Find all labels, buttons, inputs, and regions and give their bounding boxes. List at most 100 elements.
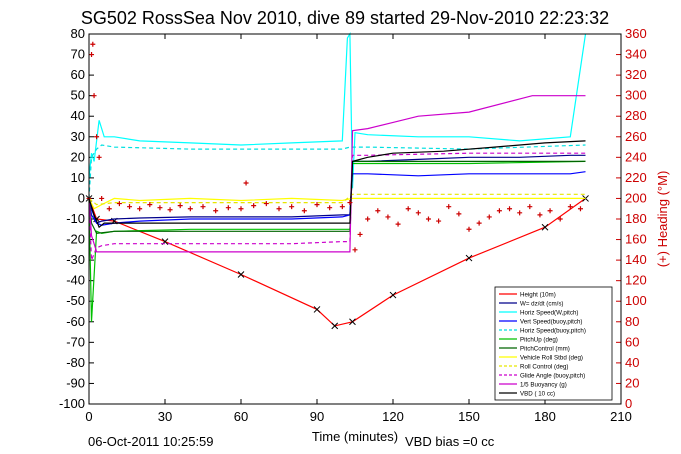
height-marker [541,223,549,231]
heading-point [157,205,163,211]
y-right-tick-label: 340 [625,47,647,62]
heading-point [365,216,371,222]
series-layer [85,31,589,330]
heading-point [466,226,472,232]
legend-label: VBD ( 10 cc) [520,391,555,398]
x-tick-label: 180 [534,409,556,424]
y-tick-label: -10 [66,211,85,226]
x-tick-label: 90 [310,409,324,424]
heading-point [200,204,206,210]
series-line-pitch-up [88,160,586,322]
heading-point [476,220,482,226]
heading-point [99,195,105,201]
heading-point [116,201,122,207]
series-line-pitch-control [88,160,586,235]
legend-label: Vert Speed(buoy,pitch) [520,319,582,326]
legend-label: PitchUp (deg) [520,337,558,344]
heading-point [243,180,249,186]
legend-label: W= dz/dt (cm/s) [520,301,564,308]
heading-point [507,206,513,212]
heading-point [496,208,502,214]
y-tick-label: -40 [66,273,85,288]
height-marker [237,271,245,278]
series-line-horiz-speed-w [88,31,587,189]
y-axis-label-right: (+) Heading (°M) [655,171,670,268]
y-tick-label: 0 [78,190,85,205]
heading-point [137,206,143,212]
y-right-tick-label: 240 [625,149,647,164]
y-right-tick-label: 120 [625,273,647,288]
y-tick-label: 70 [71,47,85,62]
series-line-buoyancy [88,95,586,253]
y-tick-label: 30 [71,129,85,144]
heading-point [547,208,553,214]
x-tick-label: 60 [234,409,248,424]
y-right-tick-label: 100 [625,293,647,308]
y-tick-label: 20 [71,149,85,164]
heading-point [347,200,353,206]
x-tick-label: 210 [610,409,632,424]
x-tick-label: 120 [382,409,404,424]
heading-point [187,206,193,212]
heading-point [263,201,269,207]
y-right-tick-label: 180 [625,211,647,226]
y-tick-label: -90 [66,375,85,390]
heading-point [357,231,363,237]
y-right-tick-label: 320 [625,67,647,82]
x-tick-label: 0 [85,409,92,424]
heading-point [577,206,583,212]
y-right-tick-label: 140 [625,252,647,267]
y-right-tick-label: 260 [625,129,647,144]
series-line-height [88,197,586,327]
series-line-w [88,154,586,224]
y-tick-label: -20 [66,232,85,247]
heading-point [352,247,358,253]
heading-point [375,208,381,214]
heading-point [415,210,421,216]
heading-point [90,41,96,47]
series-line-vert-speed [88,171,586,226]
y-tick-label: 40 [71,108,85,123]
heading-point [301,208,307,214]
y-right-tick-label: 40 [625,355,639,370]
heading-markers [86,41,583,253]
heading-point [456,211,462,217]
y-tick-label: -70 [66,334,85,349]
y-tick-label: -100 [59,396,85,411]
footer-date: 06-Oct-2011 10:25:59 [88,434,214,449]
heading-point [213,208,219,214]
heading-point [106,206,112,212]
y-tick-label: -60 [66,314,85,329]
heading-point [385,214,391,220]
series-line-glide-angle [88,152,586,261]
heading-point [567,204,573,210]
heading-point [425,216,431,222]
legend-label: Vehicle Roll Stbd (deg) [520,355,583,362]
legend-label: Horiz Speed(buoy,pitch) [520,328,586,335]
heading-point [436,218,442,224]
y-right-tick-label: 200 [625,190,647,205]
heading-point [339,204,345,210]
x-tick-label: 30 [158,409,172,424]
y-right-tick-label: 20 [625,375,639,390]
x-axis-label: Time (minutes) [312,429,398,444]
height-marker [582,195,589,202]
height-marker [313,306,321,313]
legend-label: 1/5 Buoyancy (g) [520,382,567,389]
legend-label: Roll Control (deg) [520,364,569,371]
y-tick-label: 80 [71,26,85,41]
y-tick-label: -50 [66,293,85,308]
y-right-tick-label: 80 [625,314,639,329]
plot-frame [88,33,622,405]
heading-point [225,205,231,211]
heading-point [446,204,452,210]
y-ticks-right: 3603403203002802602402202001801601401201… [616,26,647,411]
height-marker [349,318,356,326]
heading-point [314,202,320,208]
heading-point [94,134,100,140]
legend-label: PitchControl (mm) [520,346,570,353]
series-line-horiz-speed-buoy [88,144,586,199]
heading-point [395,221,401,227]
heading-point [91,93,97,99]
